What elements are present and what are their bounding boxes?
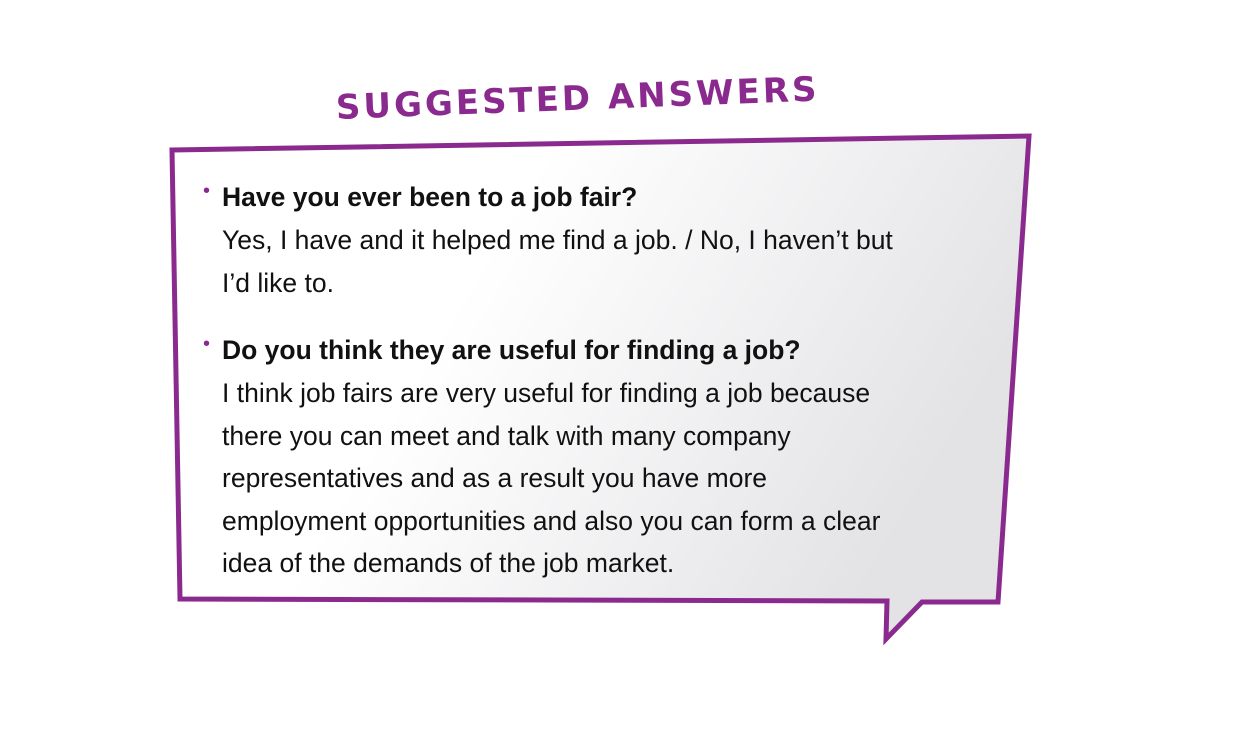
answer: Yes, I have and it helped me find a job.… (222, 219, 1003, 304)
bullet-icon: • (203, 180, 211, 202)
answers-list: • Have you ever been to a job fair? Yes,… (203, 176, 1003, 610)
answer-line: I think job fairs are very useful for fi… (222, 378, 871, 408)
question: Have you ever been to a job fair? (222, 182, 638, 212)
answer-line: employment opportunities and also you ca… (222, 505, 881, 536)
answer-line: there you can meet and talk with many co… (222, 420, 791, 451)
answer-line: representatives and as a result you have… (222, 463, 768, 493)
answer-line: idea of the demands of the job market. (222, 548, 675, 578)
speech-bubble-outline (169, 133, 1032, 646)
answer-line: I’d like to. (222, 267, 334, 298)
answer: I think job fairs are very useful for fi… (222, 372, 1003, 585)
question: Do you think they are useful for finding… (222, 335, 801, 365)
list-item: • Have you ever been to a job fair? Yes,… (203, 176, 1003, 304)
answer-line: Yes, I have and it helped me find a job.… (222, 225, 893, 255)
list-item: • Do you think they are useful for findi… (203, 329, 1003, 585)
bullet-icon: • (203, 333, 211, 355)
